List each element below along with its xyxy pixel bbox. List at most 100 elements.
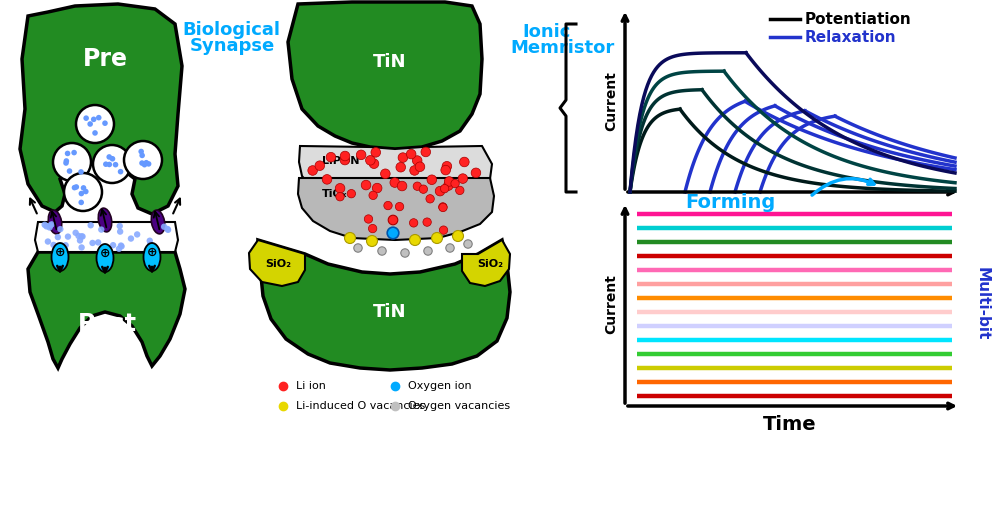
Circle shape — [47, 222, 54, 228]
Circle shape — [453, 231, 464, 242]
Circle shape — [347, 190, 356, 198]
Circle shape — [80, 233, 86, 239]
Polygon shape — [288, 2, 482, 149]
Circle shape — [401, 249, 409, 257]
Circle shape — [45, 238, 51, 245]
Circle shape — [396, 162, 406, 172]
Circle shape — [390, 178, 400, 188]
Circle shape — [95, 239, 102, 246]
Circle shape — [396, 202, 404, 211]
Circle shape — [439, 203, 448, 212]
Text: Biological: Biological — [182, 21, 280, 39]
Circle shape — [440, 226, 448, 234]
Circle shape — [442, 161, 452, 171]
Circle shape — [161, 224, 167, 230]
Circle shape — [117, 223, 123, 229]
Circle shape — [397, 181, 407, 191]
Circle shape — [116, 246, 123, 252]
Circle shape — [50, 242, 57, 248]
Circle shape — [55, 234, 61, 241]
Circle shape — [59, 243, 66, 249]
Text: SiO₂: SiO₂ — [265, 259, 291, 269]
Circle shape — [354, 244, 362, 252]
Circle shape — [88, 121, 93, 127]
Circle shape — [110, 156, 116, 161]
Ellipse shape — [97, 244, 114, 272]
Text: Li-induced O vacancies: Li-induced O vacancies — [296, 401, 426, 411]
Circle shape — [421, 147, 431, 157]
Circle shape — [472, 168, 481, 178]
Polygon shape — [298, 178, 494, 240]
Circle shape — [407, 149, 416, 159]
Circle shape — [90, 240, 96, 246]
Circle shape — [378, 247, 386, 255]
Circle shape — [424, 247, 433, 255]
Circle shape — [410, 219, 418, 227]
Text: LiPON: LiPON — [322, 156, 360, 166]
Circle shape — [139, 149, 144, 154]
Circle shape — [65, 150, 71, 156]
Circle shape — [79, 191, 84, 196]
Circle shape — [426, 194, 435, 203]
Circle shape — [419, 185, 428, 193]
Circle shape — [42, 222, 48, 228]
Circle shape — [72, 185, 78, 190]
Circle shape — [140, 152, 145, 158]
Circle shape — [107, 162, 112, 167]
Circle shape — [336, 192, 344, 201]
Circle shape — [81, 185, 87, 191]
Circle shape — [335, 183, 345, 193]
Text: Post: Post — [78, 312, 137, 336]
Circle shape — [423, 218, 432, 226]
Circle shape — [410, 235, 421, 246]
Text: Current: Current — [604, 274, 618, 334]
Circle shape — [456, 186, 464, 194]
Text: Time: Time — [763, 414, 817, 433]
Circle shape — [124, 141, 162, 179]
Circle shape — [384, 201, 392, 210]
Circle shape — [345, 233, 356, 244]
Circle shape — [361, 180, 371, 190]
Circle shape — [367, 235, 378, 246]
Circle shape — [381, 169, 390, 179]
Polygon shape — [258, 240, 510, 370]
Text: Relaxation: Relaxation — [805, 29, 896, 45]
Circle shape — [458, 174, 468, 183]
Circle shape — [64, 173, 102, 211]
Circle shape — [118, 169, 124, 174]
Circle shape — [415, 162, 425, 171]
Circle shape — [46, 224, 53, 231]
Circle shape — [64, 158, 69, 164]
Text: Oxygen vacancies: Oxygen vacancies — [408, 401, 510, 411]
Circle shape — [98, 226, 105, 233]
Text: TiOₓ: TiOₓ — [322, 189, 348, 199]
Circle shape — [315, 161, 325, 170]
Text: TiN: TiN — [373, 303, 407, 321]
Text: Oxygen ion: Oxygen ion — [408, 381, 472, 391]
Circle shape — [110, 242, 117, 248]
Circle shape — [322, 174, 332, 184]
Ellipse shape — [48, 210, 62, 234]
Circle shape — [464, 240, 473, 248]
Circle shape — [340, 151, 350, 161]
Text: Forming: Forming — [685, 192, 775, 212]
Circle shape — [439, 203, 447, 211]
Polygon shape — [20, 4, 182, 214]
Circle shape — [79, 244, 85, 250]
Circle shape — [84, 115, 89, 121]
Circle shape — [451, 179, 460, 188]
Circle shape — [413, 156, 422, 166]
Circle shape — [102, 121, 108, 126]
Circle shape — [308, 166, 317, 176]
Circle shape — [147, 237, 153, 244]
Text: Potentiation: Potentiation — [805, 12, 911, 27]
Circle shape — [43, 223, 50, 230]
Circle shape — [366, 156, 375, 165]
Circle shape — [73, 230, 79, 236]
Polygon shape — [299, 146, 492, 204]
Circle shape — [326, 152, 336, 162]
Text: Pre: Pre — [83, 47, 128, 71]
Circle shape — [441, 184, 449, 193]
Circle shape — [103, 161, 109, 167]
Circle shape — [340, 155, 350, 165]
